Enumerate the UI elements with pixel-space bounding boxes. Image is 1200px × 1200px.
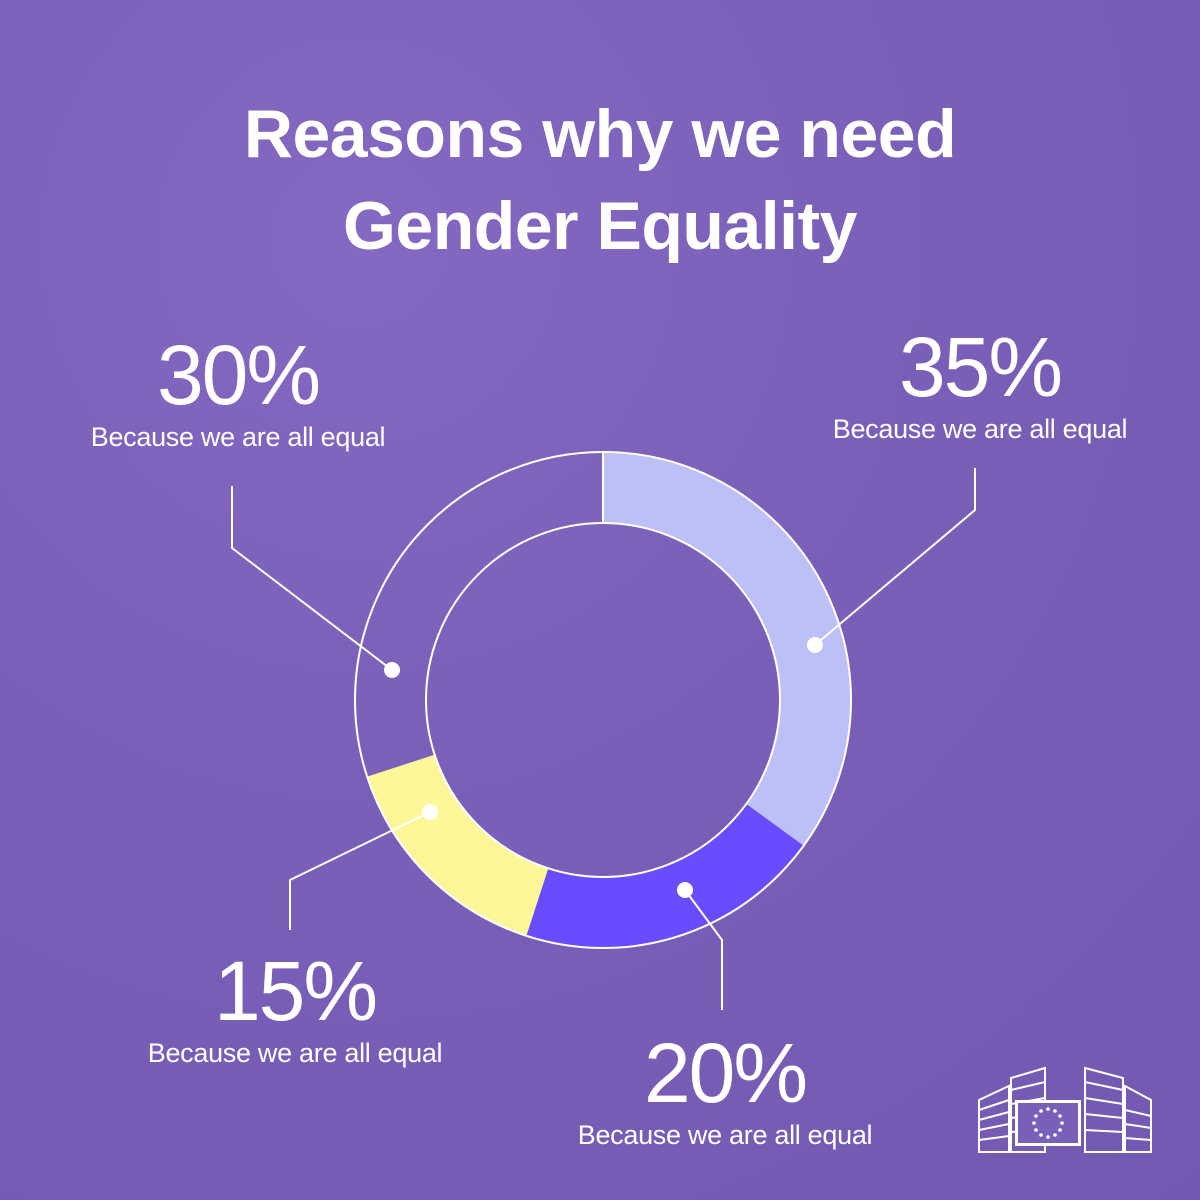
leader-line-slice-15 — [289, 811, 431, 930]
slice-label-30: 30% Because we are all equal — [48, 330, 428, 454]
leader-line-slice-35 — [814, 468, 976, 646]
slice-15 — [367, 754, 549, 936]
slice-desc-30: Because we are all equal — [90, 422, 386, 452]
slice-value-20: 20% — [643, 1026, 808, 1120]
slice-30 — [355, 452, 603, 777]
leader-dot-slice-20 — [677, 882, 693, 898]
slice-20 — [526, 804, 804, 948]
slice-label-35: 35% Because we are all equal — [790, 322, 1170, 446]
donut-inner-ring — [425, 522, 781, 878]
leader-dot-slice-35 — [807, 637, 823, 653]
slice-label-15: 15% Because we are all equal — [105, 946, 485, 1070]
slice-label-20: 20% Because we are all equal — [535, 1028, 915, 1152]
slice-desc-35: Because we are all equal — [832, 414, 1128, 444]
leader-line-slice-20 — [684, 889, 723, 1010]
slice-desc-15: Because we are all equal — [147, 1038, 443, 1068]
slice-value-30: 30% — [156, 328, 321, 422]
leader-dot-slice-15 — [422, 804, 438, 820]
chart-title: Reasons why we need Gender Equality — [0, 88, 1200, 272]
european-commission-logo-icon — [978, 1066, 1152, 1153]
leader-dot-slice-30 — [384, 662, 400, 678]
slice-value-15: 15% — [213, 944, 378, 1038]
chart-title-line-1: Reasons why we need — [243, 96, 957, 172]
slice-desc-20: Because we are all equal — [577, 1120, 873, 1150]
slice-35 — [603, 452, 851, 846]
chart-title-line-2: Gender Equality — [343, 188, 857, 264]
slice-value-35: 35% — [898, 320, 1063, 414]
leader-line-slice-30 — [231, 486, 393, 671]
